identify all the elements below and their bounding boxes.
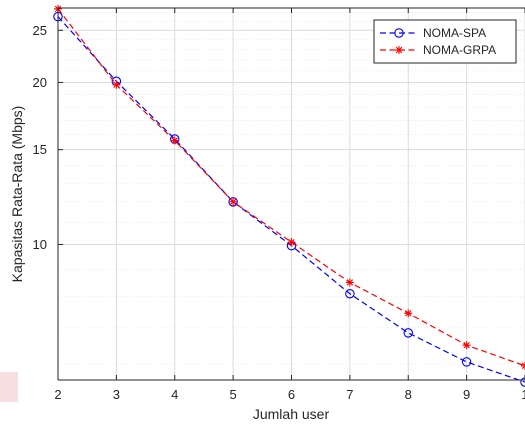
y-axis-label: Kapasitas Rata-Rata (Mbps) [9,106,25,283]
data-point-noma-spa [345,288,355,299]
series-line-noma-grpa [57,8,525,367]
y-tick-label: 25 [33,23,47,38]
data-point-noma-grpa [229,197,238,206]
y-tick-label: 15 [33,142,47,157]
x-tick-label: 1 [521,387,525,402]
axes [57,7,525,381]
pink-watermark-patch [0,372,18,402]
x-tick-label: 9 [463,387,470,402]
legend-box [373,19,517,64]
data-point-noma-grpa [170,136,179,145]
y-tick-label: 10 [33,237,47,252]
data-point-noma-spa [228,197,238,207]
legend-marker-noma-grpa [395,46,403,54]
legend-marker-noma-spa [394,28,404,38]
data-point-noma-grpa [462,341,471,350]
legend-label-noma-grpa: NOMA-GRPA [423,43,496,57]
legend: NOMA-SPA NOMA-GRPA [373,19,517,64]
legend-label-noma-spa: NOMA-SPA [423,26,486,40]
data-point-noma-grpa [521,361,525,370]
x-axis-label: Jumlah user [253,406,330,422]
data-point-noma-grpa [287,238,296,247]
y-tick-label: 20 [33,75,47,90]
data-point-noma-grpa [345,278,354,287]
x-tick-label: 2 [54,387,61,402]
x-tick-label: 4 [171,387,178,402]
data-point-noma-grpa [404,309,413,318]
series-layer [53,4,525,387]
data-point-noma-grpa [112,80,121,89]
data-point-noma-spa [403,328,413,338]
data-point-noma-spa [461,357,472,367]
x-tick-label: 5 [230,387,237,402]
x-tick-label: 6 [288,387,295,402]
x-tick-label: 7 [346,387,353,402]
x-tick-label: 3 [113,387,120,402]
tick-labels: 2 3 4 5 6 7 8 9 1 10 15 20 25 [33,23,525,402]
x-tick-label: 8 [405,387,412,402]
